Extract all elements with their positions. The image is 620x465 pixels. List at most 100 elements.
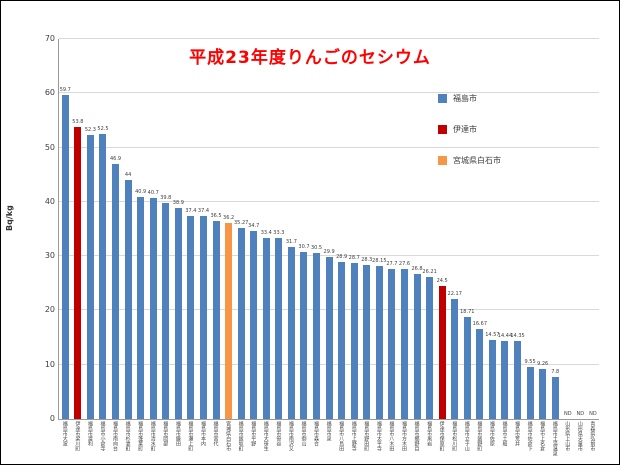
bar-value-label: 35.27: [233, 219, 249, 226]
x-tick-label: 伊達市保原町: [438, 421, 445, 451]
bar-slot: 7.8: [549, 39, 562, 419]
bar: [526, 367, 534, 419]
x-tick-label: 福島市清水町: [149, 421, 156, 451]
bar: [313, 253, 321, 419]
x-tick-label: 福島市渡利: [86, 421, 93, 446]
bar-value-label: 33.4: [260, 229, 272, 236]
bar-value-label: 28.3: [361, 257, 373, 264]
bar-slot: 14.57: [485, 39, 500, 419]
x-tick-label: 福島市泉: [325, 421, 332, 441]
bar-value-label: 9.55: [524, 359, 536, 366]
bar-slot: 14.35: [510, 39, 525, 419]
x-tick-label: 伊達市梁川町: [74, 421, 81, 451]
bar: [488, 339, 496, 419]
bar: [61, 94, 69, 419]
bar-slot: 14.44: [497, 39, 513, 419]
x-tick-label: 福島市土船: [501, 421, 508, 446]
x-tick-label: 福島市方木田: [400, 421, 407, 451]
bar: [212, 220, 220, 419]
x-axis-labels: 福島市大波 伊達市梁川町 福島市渡利 福島市小倉寺 福島市南向台 福島市杉妻町 福島市蓬莱町…: [58, 421, 598, 456]
bar: [551, 376, 559, 419]
bar-value-label: 40.7: [147, 190, 159, 197]
bar: [451, 298, 459, 419]
bar-value-label: 28.7: [348, 255, 360, 262]
bar: [539, 368, 547, 419]
bar: [199, 215, 207, 419]
bar-slot: 38.9: [172, 39, 185, 419]
bar-slot: 37.4: [197, 39, 210, 419]
bar-slot: 9.55: [524, 39, 537, 419]
bar: [400, 269, 408, 419]
bar-value-label: 52.3: [84, 127, 96, 134]
bar-value-label: 27.7: [386, 260, 398, 267]
x-tick-label: 福島市八木田: [388, 421, 395, 451]
x-tick-label: 福島市野田町: [363, 421, 370, 451]
bar: [350, 263, 358, 419]
bar-slot: 36.2: [222, 39, 235, 419]
x-tick-label: 福島市南向台: [112, 421, 119, 451]
bar: [99, 134, 107, 419]
gridline: [59, 255, 599, 257]
bar-slot: 31.7: [285, 39, 298, 419]
x-tick-label: 福島市飯坂町: [237, 421, 244, 451]
bar: [174, 207, 182, 419]
x-tick-label: 福島市飯野町: [476, 421, 483, 451]
x-tick-label: 福島市黒岩: [426, 421, 433, 446]
x-tick-label: 福島市大笹生: [262, 421, 269, 451]
y-tick-label: 10: [44, 359, 55, 369]
bar: [287, 246, 295, 419]
bar-slot: 59.7: [59, 39, 72, 419]
bar-value-label: 52.5: [97, 126, 109, 132]
bar-slot: 40.7: [147, 39, 160, 419]
bar-value-label: 53.8: [72, 118, 84, 125]
bar-value-label: 22.17: [447, 290, 462, 297]
bar-slot: 44: [122, 39, 135, 419]
legend-label: 宮城県白石市: [453, 156, 501, 165]
bar-slot: 28.15: [372, 39, 387, 419]
bar-value-label: 14.44: [497, 332, 513, 339]
bar-slot: ND: [562, 39, 575, 419]
bar-value-label: 37.4: [185, 207, 197, 214]
bar-value-label: 18.71: [460, 309, 475, 316]
bar: [250, 230, 258, 419]
x-tick-label: 青森県弘前市: [589, 421, 596, 451]
bar-value-label: 38.9: [172, 199, 184, 206]
bar-value-label: 14.57: [485, 331, 500, 338]
bar-value-label: 40.9: [135, 188, 147, 195]
x-tick-label: 福島市太平寺: [375, 421, 382, 451]
x-tick-label: 福島市上名倉: [539, 421, 546, 451]
x-tick-label: 福島市森合: [313, 421, 320, 446]
y-axis-title: Bq/kg: [5, 205, 14, 231]
y-tick-label: 60: [44, 88, 55, 98]
bar-slot: 36.5: [210, 39, 223, 419]
legend-item: 宮城県白石市: [438, 155, 501, 166]
bar-series: 59.7 53.8 52.3 52.5 46.9 44 40.9 40.7 39.8 38.9 37…: [59, 39, 599, 419]
x-tick-label: 福島市小倉寺: [99, 421, 106, 451]
x-tick-label: 福島市立子山: [463, 421, 470, 451]
bar-slot: 35.27: [233, 39, 249, 419]
x-tick-label: 福島市大波: [61, 421, 68, 446]
bar: [162, 202, 170, 419]
bar-value-label: ND: [576, 411, 585, 417]
bar: [476, 328, 484, 419]
bar: [237, 227, 245, 419]
x-tick-label: 福島市鎌田: [174, 421, 181, 446]
x-tick-label: 福島市本内: [199, 421, 206, 446]
bar: [225, 222, 233, 419]
bar-value-label: ND: [589, 411, 597, 417]
bar-value-label: 30.5: [310, 245, 323, 252]
bar-slot: ND: [574, 39, 587, 419]
x-tick-label: 福島市杉妻町: [124, 421, 131, 451]
gridline: [59, 200, 599, 202]
bar-value-label: 14.35: [510, 333, 525, 340]
bar-value-label: 29.9: [323, 248, 335, 255]
bar: [363, 265, 371, 419]
legend-label: 伊達市: [453, 125, 477, 134]
legend-swatch-fukushima: [438, 94, 447, 103]
bar-value-label: 24.5: [436, 278, 448, 284]
x-tick-label: 福島市佐倉下: [526, 421, 533, 451]
bar-slot: 26.21: [422, 39, 437, 419]
bar-value-label: 28.9: [336, 254, 348, 261]
bar: [275, 238, 283, 419]
